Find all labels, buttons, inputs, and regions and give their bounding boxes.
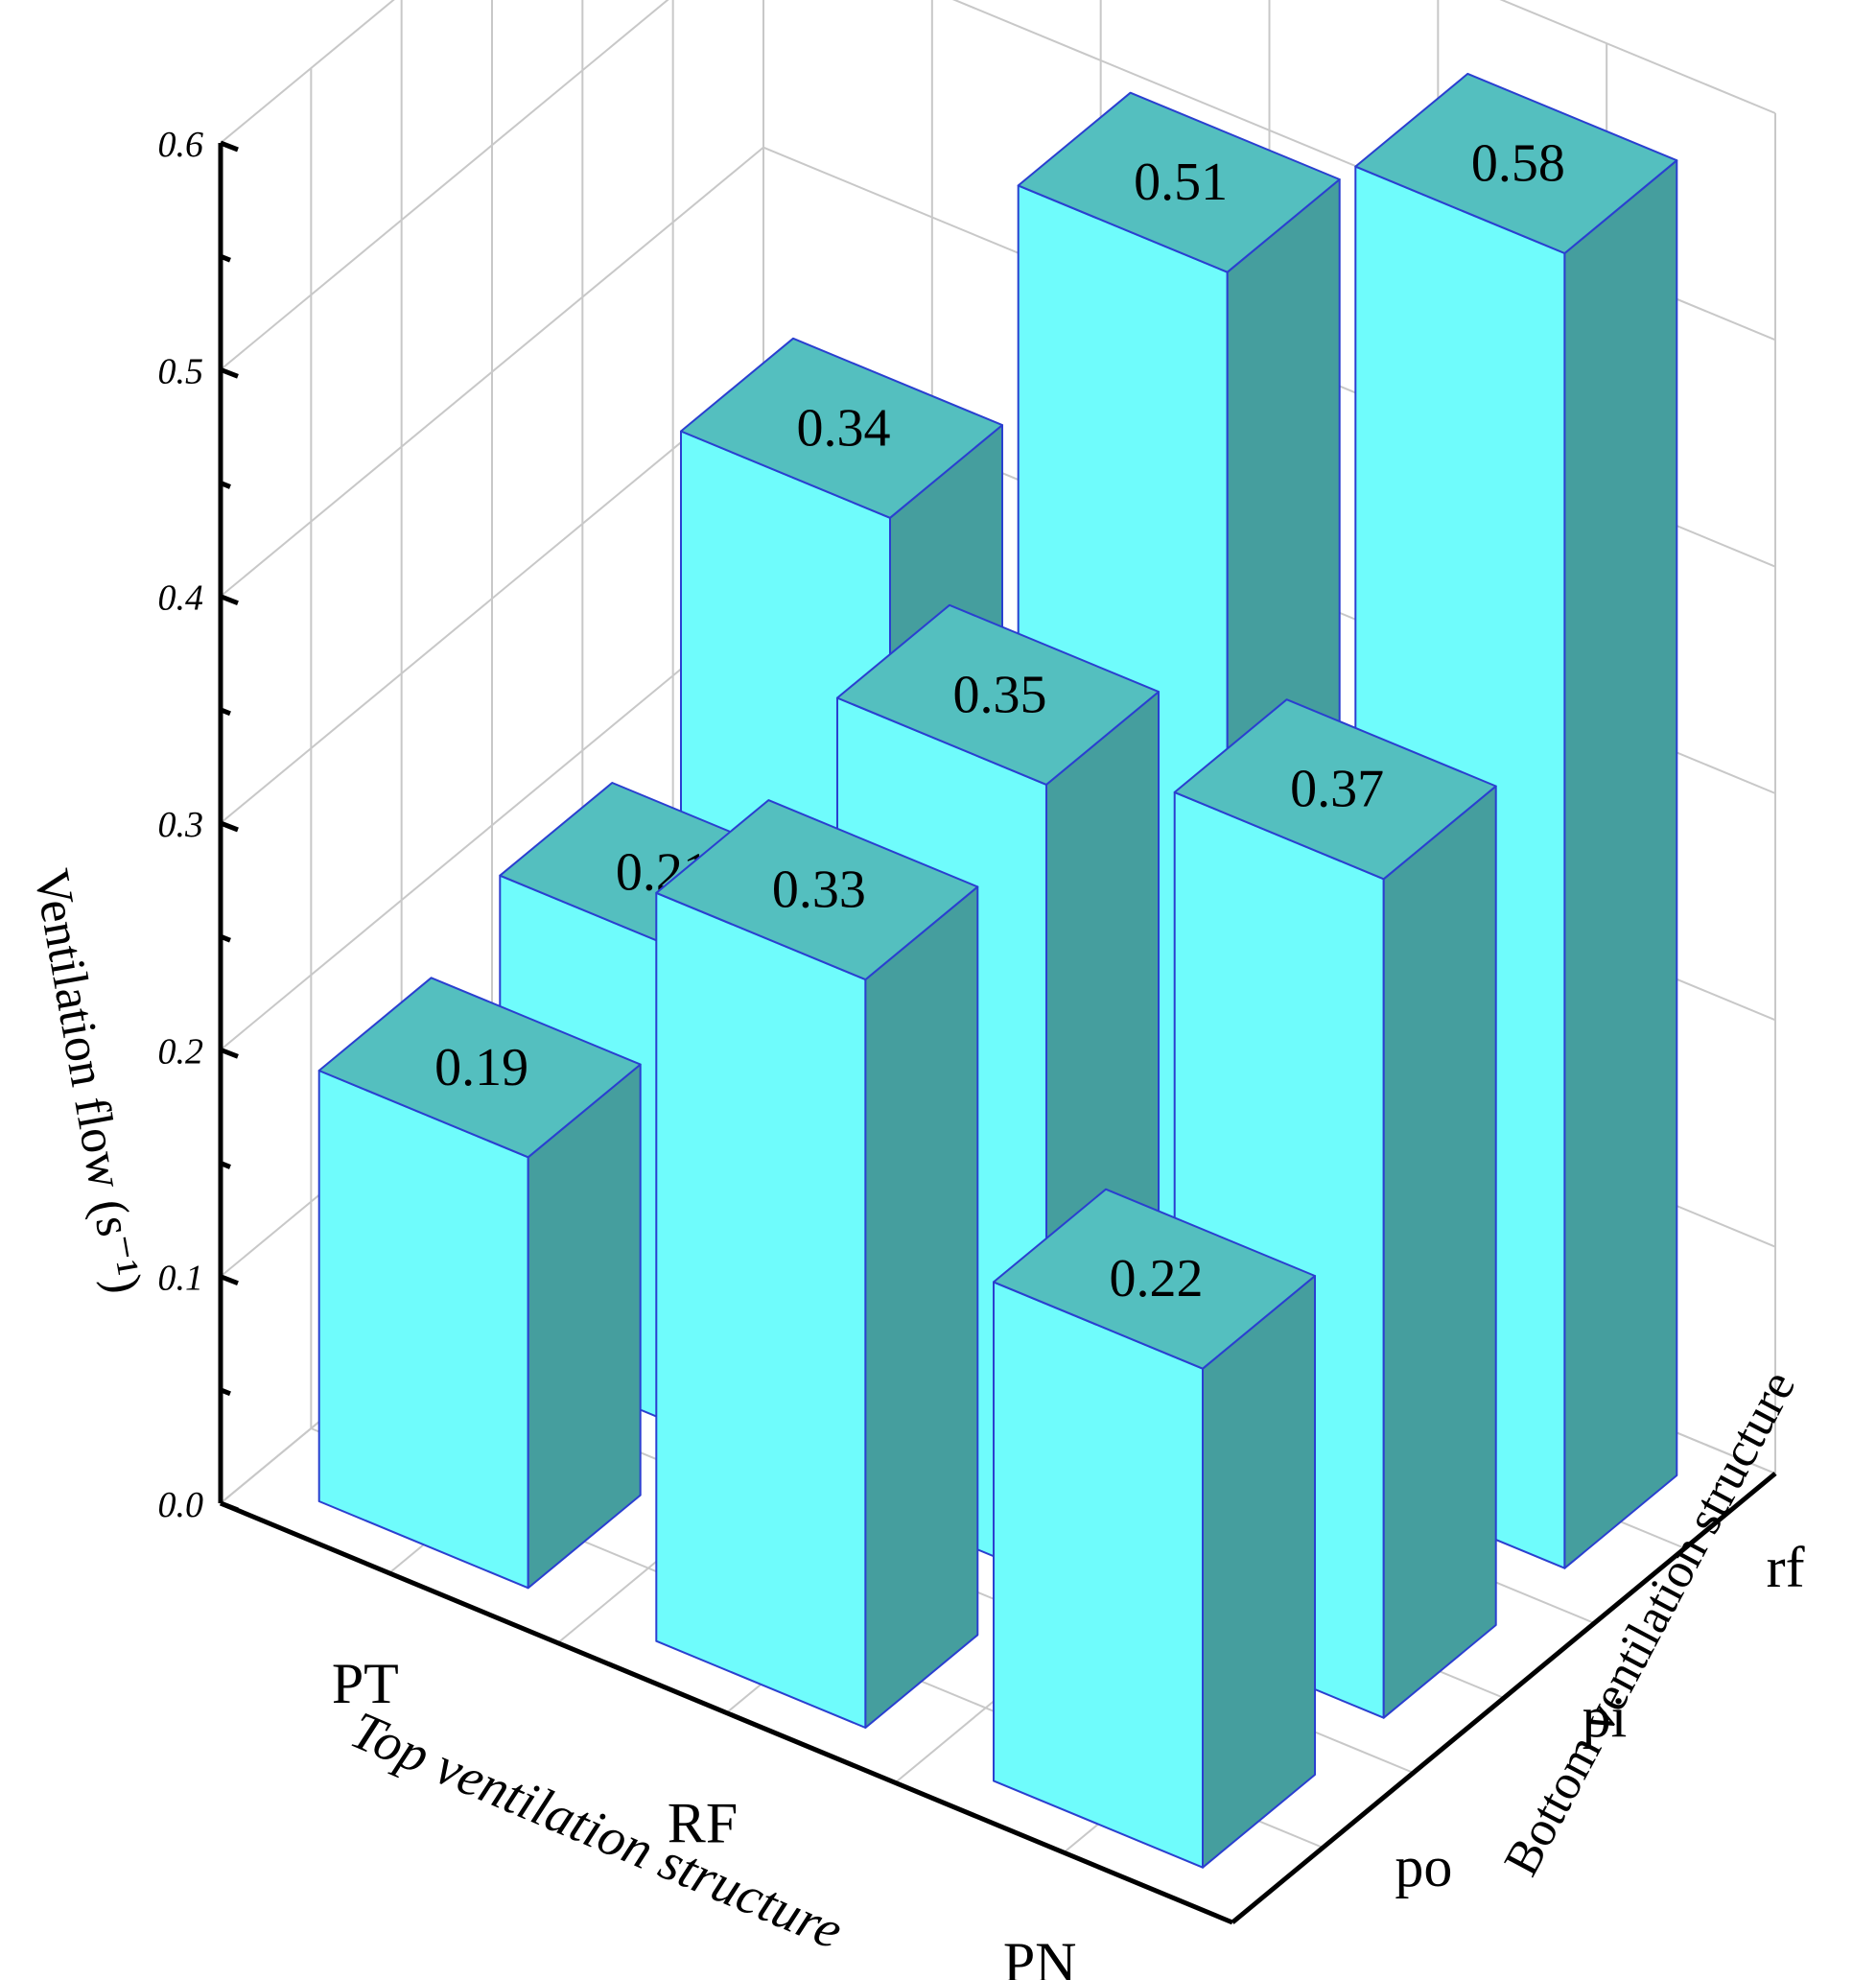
z-major-tick bbox=[220, 594, 239, 605]
z-minor-tick bbox=[220, 1387, 231, 1397]
z-major-tick bbox=[220, 367, 239, 379]
bar-top-face bbox=[1354, 72, 1678, 254]
z-major-tick bbox=[220, 140, 239, 153]
bar-top-face bbox=[836, 603, 1160, 786]
bar-top-face bbox=[655, 799, 979, 981]
z-axis-title: Ventilation flow (s⁻¹) bbox=[23, 865, 152, 1298]
bar-front-face bbox=[993, 1281, 1204, 1869]
bar-top-face bbox=[1173, 698, 1497, 881]
x-tick-label: PN bbox=[1003, 1931, 1077, 1980]
bar-value-label: 0.51 bbox=[1134, 153, 1228, 212]
z-tick-label: 0.5 bbox=[158, 351, 204, 391]
bar-PN-po: 0.22 bbox=[993, 1188, 1316, 1869]
y-tick-label: rf bbox=[1767, 1536, 1805, 1599]
bars: 0.340.51 0.580.210.350.370.190.330.22 bbox=[317, 72, 1678, 1869]
z-minor-tick bbox=[220, 707, 231, 717]
bar-top-face bbox=[317, 977, 642, 1159]
bar-value-label: 0.58 bbox=[1471, 133, 1565, 193]
bar-RF-po: 0.33 bbox=[655, 799, 979, 1729]
z-major-tick bbox=[220, 820, 239, 833]
bar-top-face bbox=[993, 1188, 1316, 1370]
x-axis-line bbox=[220, 1500, 1233, 1925]
z-minor-tick bbox=[220, 1161, 231, 1169]
z-tick-label: 0.4 bbox=[158, 578, 204, 619]
z-minor-tick bbox=[220, 253, 231, 263]
bar-value-label: 0.37 bbox=[1290, 760, 1384, 819]
z-tick-label: 0.1 bbox=[158, 1259, 204, 1299]
bar-side-face bbox=[1202, 1275, 1316, 1869]
bar-value-label: 0.34 bbox=[797, 398, 891, 458]
bar-front-face bbox=[317, 1070, 529, 1590]
bar-side-face bbox=[1563, 159, 1678, 1569]
bar-side-face bbox=[864, 885, 979, 1729]
z-major-tick bbox=[220, 1500, 239, 1513]
y-tick-label: pi bbox=[1583, 1685, 1628, 1749]
y-tick-label: po bbox=[1395, 1835, 1452, 1898]
y-axis-line bbox=[1231, 1472, 1777, 1924]
z-tick-label: 0.2 bbox=[158, 1031, 204, 1072]
z-tick-label: 0.3 bbox=[158, 805, 204, 845]
z-minor-tick bbox=[220, 481, 231, 489]
x-tick-label: RF bbox=[668, 1792, 738, 1855]
bar-front-face bbox=[655, 891, 867, 1729]
axes: 0.0 0.1 0.2 0.3 0.4 0.5 0.6 bbox=[158, 125, 1777, 1925]
bar-side-face bbox=[1382, 785, 1497, 1719]
x-axis-title: Top ventilation structure bbox=[342, 1701, 851, 1962]
z-minor-tick bbox=[220, 933, 231, 943]
bar-value-label: 0.22 bbox=[1110, 1249, 1204, 1308]
z-major-tick bbox=[220, 1274, 239, 1285]
bar-value-label: 0.19 bbox=[434, 1038, 528, 1097]
bar-value-label: 0.33 bbox=[772, 860, 866, 920]
bar-PT-po: 0.19 bbox=[317, 977, 642, 1590]
z-major-tick bbox=[220, 1048, 239, 1059]
bar-value-label: 0.35 bbox=[953, 665, 1047, 724]
bar-top-face bbox=[680, 337, 1003, 519]
z-tick-label: 0.0 bbox=[158, 1485, 204, 1525]
x-tick-label: PT bbox=[332, 1652, 399, 1715]
z-tick-label: 0.6 bbox=[158, 125, 204, 165]
bar-top-face bbox=[1017, 91, 1341, 273]
